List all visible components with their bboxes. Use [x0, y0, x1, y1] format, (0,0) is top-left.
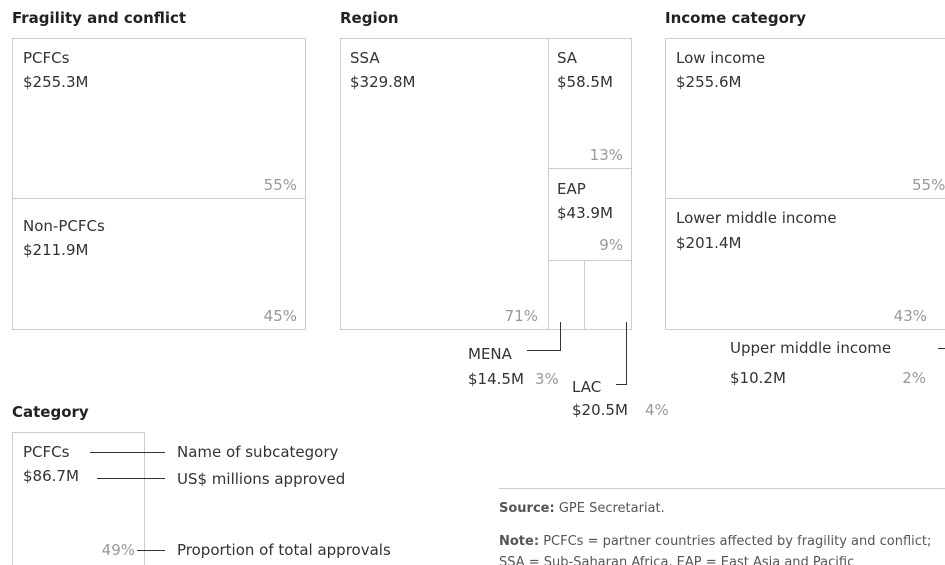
callout-amount: $14.5M [468, 370, 524, 388]
callout-line [626, 322, 627, 385]
tile-share: 45% [263, 307, 297, 325]
tile-label: SA [557, 49, 578, 67]
tile-share: 55% [912, 176, 945, 194]
tile-label: Lower middle income [676, 209, 837, 227]
key-note: US$ millions approved [177, 470, 346, 488]
key-line [90, 452, 165, 453]
tile-share: 43% [893, 307, 927, 325]
tile-share: 55% [263, 176, 297, 194]
tile-amount: $58.5M [557, 73, 613, 91]
source-label: Source: [499, 501, 555, 516]
tile-share: 13% [589, 146, 623, 164]
callout-line [527, 350, 561, 351]
tile-amount: $201.4M [676, 234, 742, 252]
callout-label: MENA [468, 345, 512, 363]
callout-share: 2% [902, 369, 926, 387]
tile-share: 71% [504, 307, 538, 325]
source: Source: GPE Secretariat. [499, 500, 665, 518]
tile-box [12, 432, 145, 565]
tile-share: 49% [101, 541, 135, 559]
callout-line [560, 322, 561, 351]
panel-title: Category [12, 403, 89, 421]
note: Note: PCFCs = partner countries affected… [499, 531, 945, 565]
callout-amount: $10.2M [730, 369, 786, 387]
callout-label: LAC [572, 378, 602, 396]
tile-label: PCFCs [23, 443, 70, 461]
callout-amount: $20.5M [572, 401, 628, 419]
source-text: GPE Secretariat. [558, 501, 665, 516]
tile-label: Non-PCFCs [23, 217, 105, 235]
tile-label: SSA [350, 49, 380, 67]
callout-line [938, 348, 945, 349]
divider [665, 198, 945, 199]
footer-rule [499, 488, 945, 489]
callout-line [616, 384, 627, 385]
tile-label: PCFCs [23, 49, 70, 67]
tile-amount: $43.9M [557, 204, 613, 222]
tile-label: Low income [676, 49, 766, 67]
key-note: Proportion of total approvals [177, 541, 391, 559]
key-line [137, 550, 165, 551]
tile-box [665, 38, 945, 330]
callout-label: Upper middle income [730, 339, 892, 357]
tile-box [12, 38, 306, 330]
tile-amount: $86.7M [23, 467, 79, 485]
callout-share: 3% [535, 370, 559, 388]
tile-amount: $255.6M [676, 73, 742, 91]
tile-amount: $211.9M [23, 241, 89, 259]
panel-title: Region [340, 9, 399, 27]
divider [548, 168, 632, 169]
note-label: Note: [499, 534, 540, 549]
panel-title: Fragility and conflict [12, 9, 187, 27]
note-text: PCFCs = partner countries affected by fr… [499, 534, 932, 565]
panel-title: Income category [665, 9, 807, 27]
tile-amount: $255.3M [23, 73, 89, 91]
callout-share: 4% [645, 401, 669, 419]
key-line [97, 478, 165, 479]
tile-label: EAP [557, 180, 586, 198]
divider [584, 260, 585, 330]
divider [12, 198, 306, 199]
tile-box [548, 260, 632, 330]
tile-share: 9% [599, 236, 623, 254]
tile-amount: $329.8M [350, 73, 416, 91]
key-note: Name of subcategory [177, 443, 339, 461]
